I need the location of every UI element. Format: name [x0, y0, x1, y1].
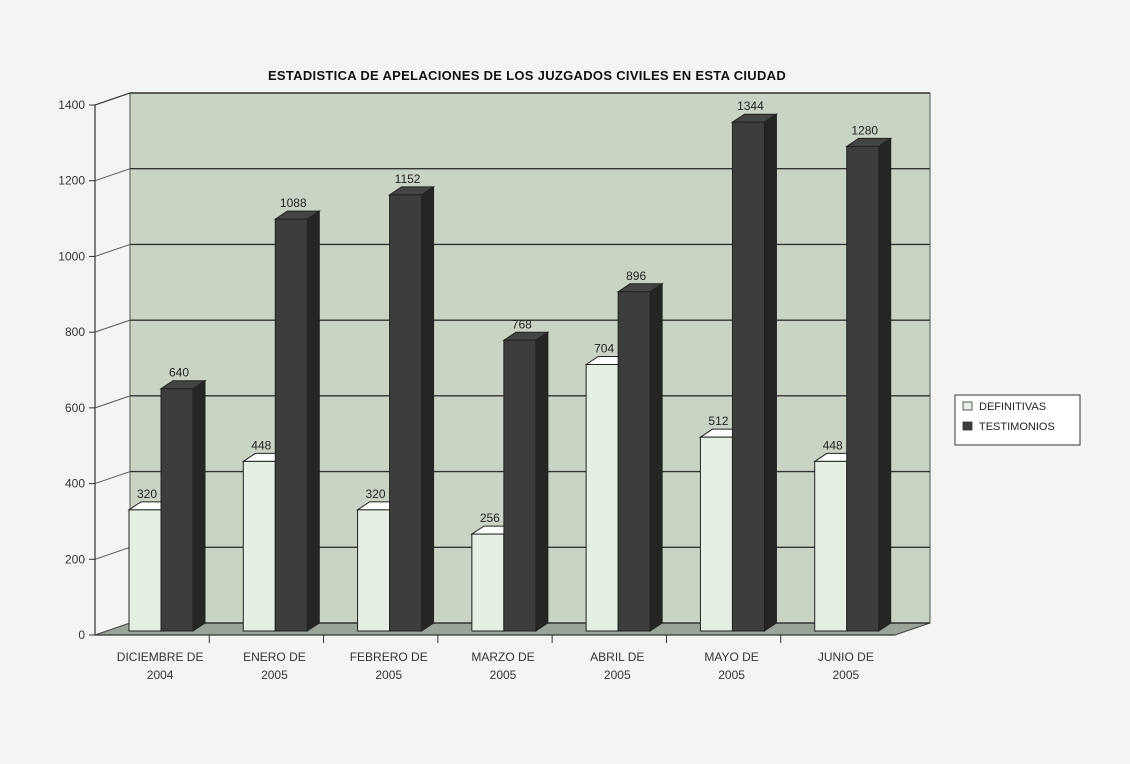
- gridline-side: [94, 622, 131, 636]
- y-axis-top: [94, 92, 131, 106]
- bar-testimonios: [387, 185, 436, 632]
- x-tick-label: 2005: [718, 668, 745, 682]
- plot-area: 0 200 400 600 800 1000 1200 1400 320 640 DICIEMBRE…: [58, 92, 931, 682]
- gridline-side: [94, 243, 131, 257]
- bar-definitivas-front: [471, 533, 505, 632]
- bar-testimonios-side: [878, 137, 892, 632]
- legend-label-testimonios: TESTIMONIOS: [979, 421, 1055, 433]
- legend: DEFINITIVAS TESTIMONIOS: [954, 394, 1081, 446]
- bar-definitivas-front: [814, 460, 848, 632]
- legend-swatch-testimonios: [962, 421, 973, 431]
- x-tick-label: ENERO DE: [243, 650, 306, 664]
- legend-box: [954, 394, 1081, 446]
- gridline-side: [94, 395, 131, 409]
- bar-testimonios-front: [389, 194, 423, 632]
- bar-testimonios: [273, 210, 321, 632]
- bar-testimonios-side: [763, 113, 777, 632]
- data-label: 448: [823, 438, 843, 452]
- gridline-side: [94, 319, 131, 333]
- y-tick-label: 200: [65, 552, 85, 566]
- bar-testimonios-side: [649, 282, 663, 632]
- legend-label-definitivas: DEFINITIVAS: [979, 401, 1046, 413]
- data-label: 512: [708, 414, 728, 428]
- gridline-side: [94, 168, 131, 182]
- x-tick-label: JUNIO DE: [818, 650, 874, 664]
- bar-testimonios: [502, 331, 550, 632]
- x-tick-label: 2005: [490, 668, 517, 682]
- data-label: 1344: [737, 99, 764, 113]
- y-tick-label: 800: [65, 325, 85, 339]
- x-tick-label: FEBRERO DE: [350, 650, 428, 664]
- y-tick-label: 0: [78, 628, 85, 642]
- bar-testimonios-side: [421, 185, 435, 632]
- chart-title: ESTADISTICA DE APELACIONES DE LOS JUZGAD…: [268, 68, 786, 83]
- x-tick-label: ABRIL DE: [590, 650, 644, 664]
- bar-testimonios: [159, 379, 207, 632]
- data-label: 320: [137, 487, 157, 501]
- data-label: 1088: [280, 196, 307, 210]
- x-tick-label: DICIEMBRE DE: [117, 650, 204, 664]
- data-label: 640: [169, 366, 189, 380]
- bar-testimonios-front: [274, 218, 308, 632]
- y-tick-label: 1000: [58, 249, 85, 263]
- x-tick-label: MARZO DE: [471, 650, 534, 664]
- data-label: 256: [480, 511, 500, 525]
- bar-testimonios-front: [846, 145, 880, 632]
- bar-testimonios: [616, 282, 664, 632]
- gridline-side: [94, 546, 131, 560]
- x-tick-label: 2005: [375, 668, 402, 682]
- bar-testimonios: [730, 113, 779, 632]
- data-label: 1280: [851, 123, 878, 137]
- data-label: 1152: [395, 172, 421, 186]
- data-label: 768: [512, 317, 532, 331]
- x-tick-label: 2004: [147, 668, 174, 682]
- bar-testimonios-side: [192, 379, 206, 632]
- bar-testimonios-front: [731, 121, 765, 632]
- bar-definitivas-front: [699, 436, 733, 632]
- x-tick-label: MAYO DE: [704, 650, 758, 664]
- bar-testimonios-front: [160, 388, 194, 632]
- y-tick-label: 600: [65, 401, 85, 415]
- bar-testimonios: [845, 137, 893, 632]
- gridline-side: [94, 471, 131, 485]
- data-label: 448: [251, 438, 271, 452]
- data-label: 704: [594, 341, 614, 355]
- bar-testimonios-side: [306, 210, 320, 632]
- y-tick-label: 1400: [58, 98, 85, 112]
- bar-definitivas-front: [128, 509, 162, 632]
- bar-definitivas-front: [585, 363, 619, 632]
- legend-swatch-definitivas: [962, 401, 973, 411]
- data-label: 320: [366, 487, 386, 501]
- y-tick-label: 400: [65, 477, 85, 491]
- data-label: 896: [626, 269, 646, 283]
- bar-testimonios-front: [617, 291, 651, 632]
- y-tick-label: 1200: [58, 174, 85, 188]
- x-tick-label: 2005: [833, 668, 860, 682]
- x-tick-label: 2005: [261, 668, 288, 682]
- bar-definitivas-front: [242, 460, 276, 632]
- bar-testimonios-side: [535, 331, 549, 632]
- bar-definitivas-front: [357, 509, 391, 632]
- bar-testimonios-front: [503, 339, 537, 632]
- x-tick-label: 2005: [604, 668, 631, 682]
